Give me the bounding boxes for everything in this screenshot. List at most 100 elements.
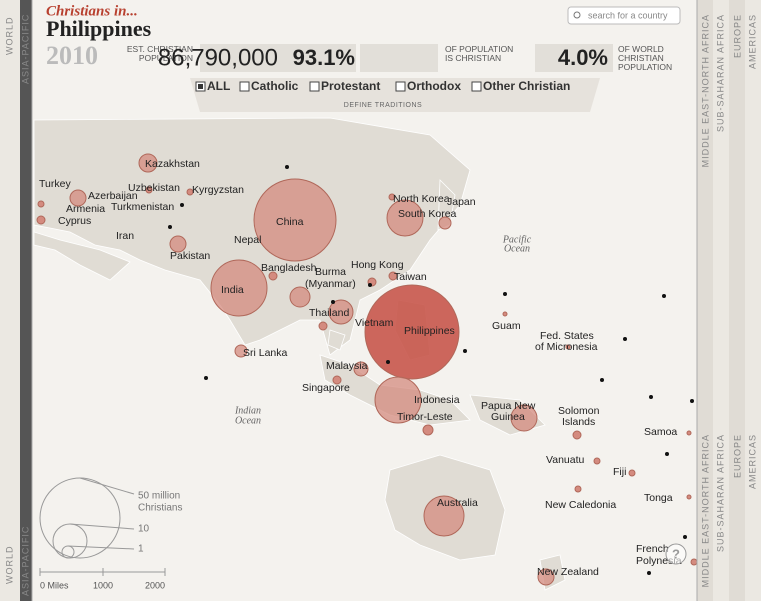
filter-checkbox[interactable] bbox=[239, 81, 250, 92]
legend-label: 10 bbox=[138, 524, 150, 535]
country-label: Iran bbox=[116, 230, 134, 242]
country-title: Philippines bbox=[46, 16, 152, 41]
country-label: India bbox=[221, 284, 244, 296]
country-label: Samoa bbox=[644, 426, 677, 438]
country-label: Nepal bbox=[234, 234, 261, 246]
search-placeholder: search for a country bbox=[588, 10, 668, 20]
country-label: Papua New bbox=[481, 400, 536, 412]
stat-box bbox=[360, 44, 438, 72]
right-tab bbox=[697, 0, 713, 601]
side-tab: EUROPE bbox=[732, 434, 742, 478]
ocean-label: Ocean bbox=[504, 243, 530, 254]
filter-label: Catholic bbox=[251, 79, 299, 93]
legend-label: 50 million bbox=[138, 491, 180, 502]
dots bbox=[168, 165, 694, 575]
ocean-label: Indian bbox=[234, 405, 261, 416]
side-tab: WORLD bbox=[4, 17, 14, 56]
legend bbox=[39, 477, 166, 576]
search-box[interactable] bbox=[567, 6, 681, 25]
side-tab: AMERICAS bbox=[747, 14, 757, 69]
filter-label: Protestant bbox=[321, 79, 380, 93]
country-label: Japan bbox=[447, 196, 476, 208]
country-label: North Korea bbox=[393, 193, 450, 205]
country-label: Turkey bbox=[39, 178, 71, 190]
country-label: Timor-Leste bbox=[397, 411, 453, 423]
ocean-label: Pacific bbox=[502, 234, 532, 245]
help-button[interactable] bbox=[665, 543, 687, 565]
search-icon bbox=[573, 11, 581, 19]
filter-label: ALL bbox=[207, 79, 230, 93]
country-label: Kazakhstan bbox=[145, 158, 200, 170]
scale-label: 2000 bbox=[145, 580, 165, 590]
country-label: Turkmenistan bbox=[111, 201, 174, 213]
country-label: Malaysia bbox=[326, 360, 368, 372]
stat-label: OF POPULATION IS CHRISTIAN bbox=[445, 44, 513, 63]
country-label: Guinea bbox=[491, 411, 525, 423]
country-label: Thailand bbox=[309, 307, 349, 319]
country-label: of Micronesia bbox=[535, 341, 598, 353]
country-label: Vanuatu bbox=[546, 454, 584, 466]
bubbles bbox=[36, 153, 698, 586]
side-tab: SUB-SAHARAN AFRICA bbox=[715, 434, 725, 552]
side-tab: ASIA-PACIFIC bbox=[20, 526, 30, 596]
country-label: New Caledonia bbox=[545, 499, 616, 511]
country-label: Bangladesh bbox=[261, 262, 317, 274]
scale-label: 1000 bbox=[93, 580, 113, 590]
stat-label: EST. CHRISTIAN POPULATION bbox=[127, 44, 193, 63]
side-tab: ASIA-PACIFIC bbox=[20, 14, 30, 84]
side-tab: WORLD bbox=[4, 546, 14, 585]
country-label: Guam bbox=[492, 320, 521, 332]
country-label: Fed. States bbox=[540, 330, 594, 342]
filter-checkbox[interactable] bbox=[471, 81, 482, 92]
year: 2010 bbox=[46, 41, 98, 70]
country-label: Armenia bbox=[66, 203, 105, 215]
country-label: Solomon bbox=[558, 405, 600, 417]
stat-box bbox=[535, 44, 613, 72]
side-tab: EUROPE bbox=[732, 14, 742, 58]
country-label: Philippines bbox=[404, 325, 455, 337]
side-tab: SUB-SAHARAN AFRICA bbox=[715, 14, 725, 132]
legend-label: Christians bbox=[138, 503, 182, 514]
country-label: Indonesia bbox=[414, 394, 460, 406]
stat-value: 93.1% bbox=[293, 45, 355, 70]
checkbox-tick bbox=[198, 84, 203, 89]
stat-value: 4.0% bbox=[558, 45, 608, 70]
country-label: Vietnam bbox=[355, 317, 394, 329]
filter-label: Other Christian bbox=[483, 79, 570, 93]
kicker: Christians in... bbox=[46, 3, 138, 19]
country-label: Azerbaijan bbox=[88, 190, 138, 202]
country-label: Uzbekistan bbox=[128, 182, 180, 194]
country-label: Sri Lanka bbox=[243, 347, 288, 359]
country-label: Islands bbox=[562, 416, 595, 428]
country-label: Fiji bbox=[613, 466, 626, 478]
country-label: Australia bbox=[437, 497, 478, 509]
country-label: Burma bbox=[315, 266, 346, 278]
country-label: (Myanmar) bbox=[305, 278, 356, 290]
country-label: Pakistan bbox=[170, 250, 210, 262]
country-label: Tonga bbox=[644, 492, 673, 504]
country-label: Hong Kong bbox=[351, 259, 404, 271]
side-tab: MIDDLE EAST-NORTH AFRICA bbox=[700, 14, 710, 167]
country-label: Singapore bbox=[302, 382, 350, 394]
stat-value: 86,790,000 bbox=[158, 44, 278, 71]
country-label: French bbox=[636, 543, 669, 555]
filters-caption: DEFINE TRADITIONS bbox=[344, 102, 422, 109]
side-tab: MIDDLE EAST-NORTH AFRICA bbox=[700, 434, 710, 587]
stat-label: OF WORLD CHRISTIAN POPULATION bbox=[618, 44, 672, 72]
country-label: South Korea bbox=[398, 208, 457, 220]
country-label: Cyprus bbox=[58, 215, 91, 227]
country-label: New Zealand bbox=[537, 566, 599, 578]
legend-label: 1 bbox=[138, 544, 144, 555]
country-label: Taiwan bbox=[394, 271, 427, 283]
left-active-tab bbox=[20, 0, 32, 601]
country-label: China bbox=[276, 216, 304, 228]
ocean-label: Ocean bbox=[235, 415, 261, 426]
filter-panel bbox=[190, 78, 600, 112]
right-tab bbox=[729, 0, 745, 601]
filter-checkbox[interactable] bbox=[395, 81, 406, 92]
filter-checkbox[interactable] bbox=[309, 81, 320, 92]
stat-box bbox=[200, 44, 356, 72]
side-tab: AMERICAS bbox=[747, 434, 757, 489]
country-label: Kyrgyzstan bbox=[192, 184, 244, 196]
